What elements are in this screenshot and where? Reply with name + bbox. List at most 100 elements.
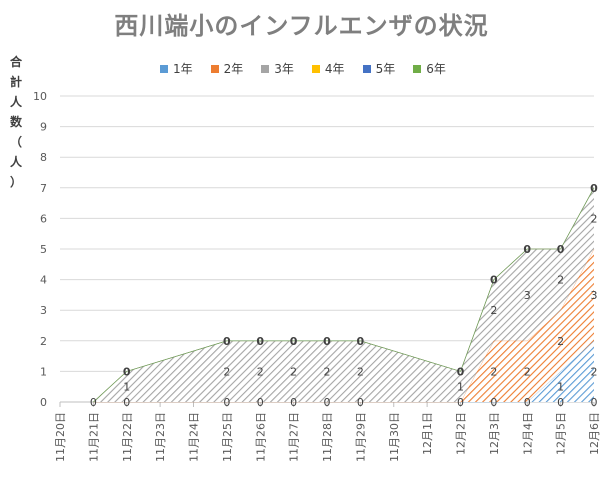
y-axis-label-char: 計 xyxy=(9,75,22,89)
data-label: 2 xyxy=(223,365,230,378)
data-label: 0 xyxy=(323,335,331,348)
area-series-1 xyxy=(93,340,595,402)
y-tick-label: 9 xyxy=(40,121,47,134)
x-tick-label: 11月28日 xyxy=(321,412,334,462)
y-axis-label-char: 人 xyxy=(9,95,22,109)
data-label: 0 xyxy=(357,335,365,348)
x-tick-label: 11月24日 xyxy=(188,412,201,462)
data-label: 2 xyxy=(357,365,364,378)
x-tick-label: 11月26日 xyxy=(254,412,267,462)
legend-label-6: 6年 xyxy=(426,62,446,76)
x-tick-label: 11月20日 xyxy=(54,412,67,462)
legend-swatch-6 xyxy=(413,64,422,73)
y-axis-label-char: 合 xyxy=(9,55,22,69)
legend: 1年 2年 3年 4年 5年 6年 xyxy=(160,60,446,77)
data-label: 2 xyxy=(524,365,531,378)
data-label: 1 xyxy=(457,381,464,394)
data-label: 1 xyxy=(557,381,564,394)
data-label: 0 xyxy=(357,396,364,409)
data-label: 0 xyxy=(457,365,465,378)
x-tick-label: 11月23日 xyxy=(154,412,167,462)
y-tick-label: 7 xyxy=(40,182,47,195)
data-label: 0 xyxy=(490,396,497,409)
y-tick-label: 3 xyxy=(40,304,47,317)
x-tick-label: 12月1日 xyxy=(421,412,434,455)
x-tick-label: 11月22日 xyxy=(121,412,134,462)
area-series-2 xyxy=(93,249,595,402)
x-tick-label: 11月25日 xyxy=(221,412,234,462)
y-tick-label: 0 xyxy=(40,396,47,409)
data-label: 2 xyxy=(257,365,264,378)
legend-item-6: 6年 xyxy=(413,60,446,77)
legend-label-5: 5年 xyxy=(375,62,396,76)
x-tick-label: 11月30日 xyxy=(388,412,401,462)
y-tick-label: 8 xyxy=(40,151,47,164)
x-tick-label: 12月3日 xyxy=(488,412,501,455)
data-label: 0 xyxy=(290,396,297,409)
legend-label-4: 4年 xyxy=(324,62,345,76)
data-label: 0 xyxy=(591,396,598,409)
legend-label-2: 2年 xyxy=(223,62,244,76)
data-label: 2 xyxy=(591,212,598,225)
legend-label-3: 3年 xyxy=(274,62,294,76)
area-edge-6 xyxy=(93,187,595,403)
data-label: 2 xyxy=(324,365,331,378)
x-tick-label: 12月2日 xyxy=(455,412,468,455)
data-label: 2 xyxy=(557,335,564,348)
y-tick-label: 1 xyxy=(40,365,47,378)
legend-item-4: 4年 xyxy=(311,60,345,77)
y-axis-label-char: 数 xyxy=(9,115,22,129)
data-label: 0 xyxy=(223,396,230,409)
data-label: 3 xyxy=(591,289,598,302)
x-tick-label: 11月29日 xyxy=(354,412,367,462)
data-label: 3 xyxy=(524,289,531,302)
y-tick-label: 10 xyxy=(33,90,47,103)
data-label: 1 xyxy=(123,381,130,394)
data-label: 0 xyxy=(557,396,564,409)
y-tick-label: 2 xyxy=(40,335,47,348)
legend-label-1: 1年 xyxy=(173,62,193,76)
data-label: 0 xyxy=(324,396,331,409)
data-label: 0 xyxy=(557,243,565,256)
y-axis-label-char: 人 xyxy=(9,155,22,169)
legend-swatch-5 xyxy=(362,64,371,73)
chart-title: 西川端小のインフルエンザの状況 xyxy=(114,12,489,40)
data-label: 2 xyxy=(290,365,297,378)
y-tick-label: 5 xyxy=(40,243,47,256)
y-tick-label: 6 xyxy=(40,212,47,225)
data-label: 0 xyxy=(223,335,231,348)
y-axis-label-char: ） xyxy=(9,175,22,189)
data-label: 0 xyxy=(123,365,131,378)
legend-item-2: 2年 xyxy=(210,60,244,77)
x-tick-label: 11月27日 xyxy=(288,412,301,462)
data-label: 2 xyxy=(490,304,497,317)
y-axis-label: 合 計 人 数 （ 人 ） xyxy=(8,52,24,192)
data-label: 0 xyxy=(590,182,598,195)
data-label: 2 xyxy=(490,365,497,378)
y-axis-label-char: （ xyxy=(9,135,22,149)
x-tick-label: 12月4日 xyxy=(521,412,534,455)
legend-swatch-1 xyxy=(160,64,168,73)
data-label: 0 xyxy=(90,396,97,409)
legend-item-5: 5年 xyxy=(362,60,396,77)
legend-swatch-3 xyxy=(261,64,270,73)
data-label: 0 xyxy=(523,243,531,256)
data-label: 0 xyxy=(290,335,298,348)
legend-item-3: 3年 xyxy=(261,60,294,77)
legend-item-1: 1年 xyxy=(160,60,193,77)
data-label: 0 xyxy=(257,396,264,409)
data-label: 0 xyxy=(256,335,264,348)
y-tick-label: 4 xyxy=(40,274,47,287)
x-tick-label: 11月21日 xyxy=(87,412,100,462)
legend-swatch-4 xyxy=(311,64,320,73)
data-label: 0 xyxy=(490,274,498,287)
x-tick-label: 12月6日 xyxy=(588,412,601,455)
data-label: 0 xyxy=(123,396,130,409)
x-tick-label: 12月5日 xyxy=(555,412,568,455)
data-label: 2 xyxy=(557,274,564,287)
data-label: 0 xyxy=(457,396,464,409)
data-label: 2 xyxy=(591,365,598,378)
legend-swatch-2 xyxy=(210,64,219,73)
data-label: 0 xyxy=(524,396,531,409)
